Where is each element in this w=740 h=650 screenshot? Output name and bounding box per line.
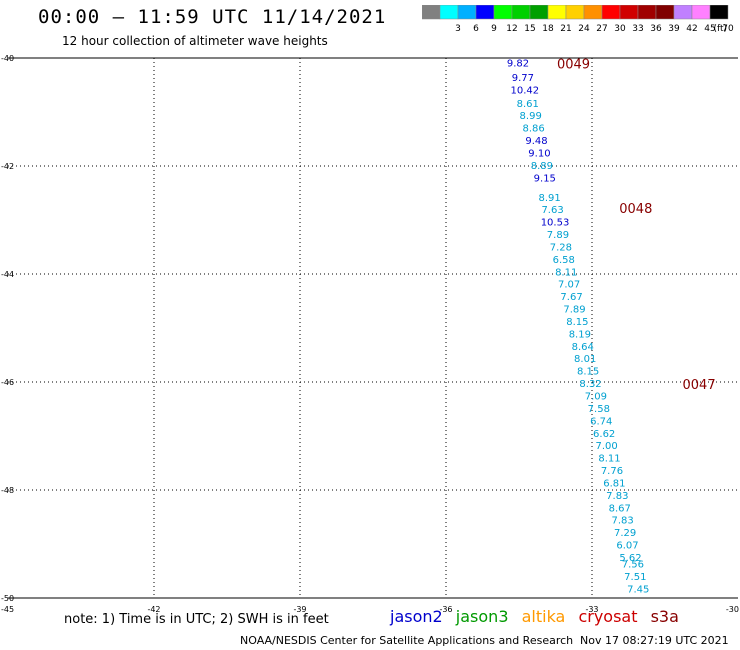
y-tick-label: -48: [1, 486, 14, 495]
wave-height-label: 6.62: [593, 429, 615, 440]
wave-height-label: 8.67: [609, 503, 631, 514]
pass-time-label: 0048: [619, 202, 652, 217]
legend-jason2: jason2: [390, 607, 443, 626]
chart-title: 00:00 – 11:59 UTC 11/14/2021: [38, 6, 387, 28]
scale-label: 18: [542, 24, 554, 34]
wave-height-label: 8.15: [566, 317, 588, 328]
wave-height-label: 7.83: [606, 491, 628, 502]
wave-height-label: 9.15: [534, 173, 556, 184]
scale-label: 12: [506, 24, 517, 34]
wave-height-label: 9.48: [525, 136, 547, 147]
wave-height-label: 8.15: [577, 367, 599, 378]
wave-height-label: 9.10: [528, 149, 550, 160]
footer-timestamp: Nov 17 08:27:19 UTC 2021: [580, 634, 729, 647]
wave-height-label: 8.61: [517, 99, 539, 110]
satellite-legend: jason2 jason3 altika cryosat s3a: [390, 607, 687, 626]
y-tick-label: -46: [1, 378, 14, 387]
wave-height-label: 8.11: [555, 267, 577, 278]
wave-height-label: 7.63: [541, 205, 563, 216]
wave-height-label: 8.11: [598, 454, 620, 465]
pass-time-label: 0047: [683, 378, 716, 393]
legend-s3a: s3a: [650, 607, 679, 626]
wave-height-label: 7.51: [624, 572, 646, 583]
wave-height-label: 7.67: [560, 292, 582, 303]
scale-unit: (ft): [713, 24, 727, 34]
wave-height-label: 10.42: [511, 85, 540, 96]
x-tick-label: -39: [293, 605, 306, 614]
scale-label: 39: [668, 24, 680, 34]
scale-label: 15: [524, 24, 535, 34]
scale-label: 24: [578, 24, 590, 34]
wave-height-label: 7.45: [627, 584, 649, 595]
wave-height-label: 7.29: [614, 528, 636, 539]
scale-label: 70: [722, 24, 734, 34]
color-scale: 3 6 9 12 15 18 21 24 27 30 33 36 39 42 45 70(ft): [422, 5, 734, 34]
scale-label: 30: [614, 24, 626, 34]
wave-height-label: 7.89: [563, 305, 585, 316]
wave-height-label: 7.07: [558, 280, 580, 291]
pass-time-label: 0049: [557, 57, 590, 72]
wave-height-label: 7.00: [595, 441, 617, 452]
scale-label: 36: [650, 24, 662, 34]
wave-height-label: 7.58: [588, 404, 610, 415]
wave-height-label: 5.62: [619, 553, 641, 564]
scale-label: 33: [632, 24, 643, 34]
x-tick-label: -36: [439, 605, 452, 614]
x-tick-label: -45: [1, 605, 14, 614]
wave-height-label: 8.89: [531, 161, 553, 172]
y-tick-label: -44: [1, 270, 14, 279]
y-tick-label: -40: [1, 54, 14, 63]
wave-height-label: 7.76: [601, 466, 623, 477]
chart-subtitle: 12 hour collection of altimeter wave hei…: [62, 34, 328, 48]
wave-height-label: 7.28: [550, 242, 572, 253]
wave-height-label: 9.82: [507, 58, 529, 69]
wave-height-label: 8.86: [522, 124, 544, 135]
scale-label: 9: [491, 24, 497, 34]
scale-label: 27: [596, 24, 607, 34]
scale-label: 21: [560, 24, 571, 34]
legend-altika: altika: [521, 607, 566, 626]
wave-height-label: 10.53: [541, 218, 570, 229]
footnote: note: 1) Time is in UTC; 2) SWH is in fe…: [64, 612, 329, 627]
wave-height-label: 8.32: [579, 379, 601, 390]
legend-jason3: jason3: [455, 607, 509, 626]
x-tick-label: -42: [147, 605, 160, 614]
scale-label: 42: [686, 24, 697, 34]
wave-height-label: 7.83: [612, 516, 634, 527]
scale-label: 3: [455, 24, 461, 34]
wave-height-label: 7.89: [547, 230, 569, 241]
wave-height-label: 6.58: [553, 255, 575, 266]
x-tick-label: -33: [585, 605, 598, 614]
wave-height-label: 6.74: [590, 416, 612, 427]
scale-swatch: [709, 5, 729, 20]
wave-height-label: 6.81: [603, 478, 625, 489]
scale-label: 45: [704, 24, 715, 34]
wave-height-label: 8.91: [539, 193, 561, 204]
wave-height-label: 8.64: [572, 342, 594, 353]
wave-height-label: 7.56: [622, 559, 644, 570]
wave-height-label: 9.77: [512, 73, 534, 84]
wave-height-label: 8.99: [520, 111, 542, 122]
wave-height-label: 8.19: [569, 329, 591, 340]
footer-credit: NOAA/NESDIS Center for Satellite Applica…: [240, 634, 574, 647]
y-tick-label: -50: [1, 594, 14, 603]
wave-height-label: 7.09: [585, 392, 607, 403]
wave-height-label: 8.01: [574, 354, 596, 365]
scale-label: 6: [473, 24, 479, 34]
x-tick-label: -30: [726, 605, 739, 614]
wave-height-label: 6.07: [616, 541, 638, 552]
y-tick-label: -42: [1, 162, 14, 171]
legend-cryosat: cryosat: [578, 607, 638, 626]
